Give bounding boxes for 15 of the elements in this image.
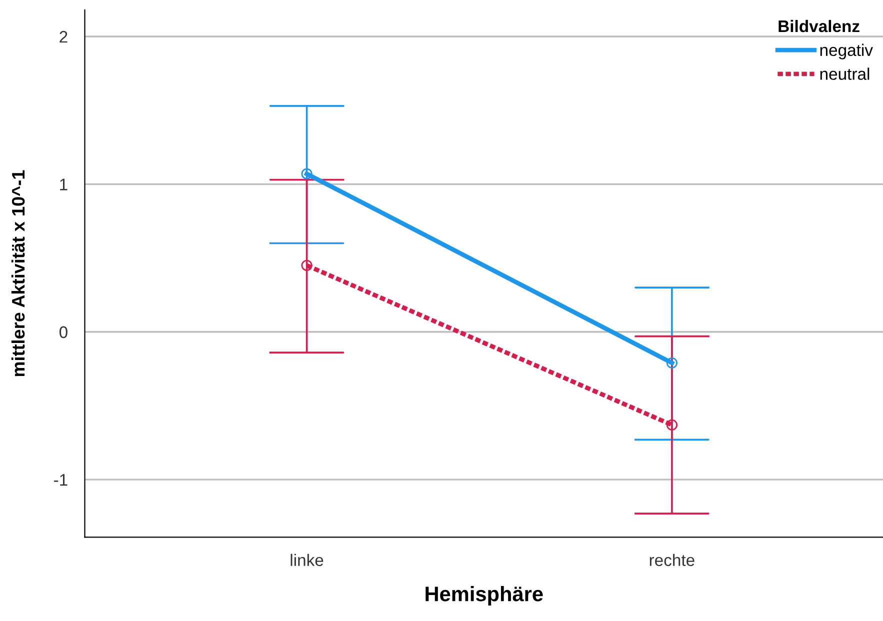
legend-title: Bildvalenz bbox=[778, 20, 860, 32]
legend-label: negativ bbox=[820, 44, 873, 60]
y-tick-label: 1 bbox=[60, 178, 68, 190]
point bbox=[666, 357, 678, 368]
y-tick-label: 2 bbox=[60, 30, 68, 43]
x-axis-title: Hemisphäre bbox=[426, 586, 543, 606]
y-tick-label: -1 bbox=[54, 474, 68, 486]
legend-label: neutral bbox=[820, 68, 870, 80]
point bbox=[666, 419, 678, 430]
y-tick-label: 0 bbox=[59, 326, 68, 338]
point bbox=[301, 260, 312, 271]
x-tick-label: linke bbox=[290, 554, 324, 566]
point bbox=[301, 168, 312, 180]
y-axis-title: mittlere Aktivität x 10^-1 bbox=[11, 170, 25, 376]
x-tick-label: rechte bbox=[650, 554, 694, 566]
